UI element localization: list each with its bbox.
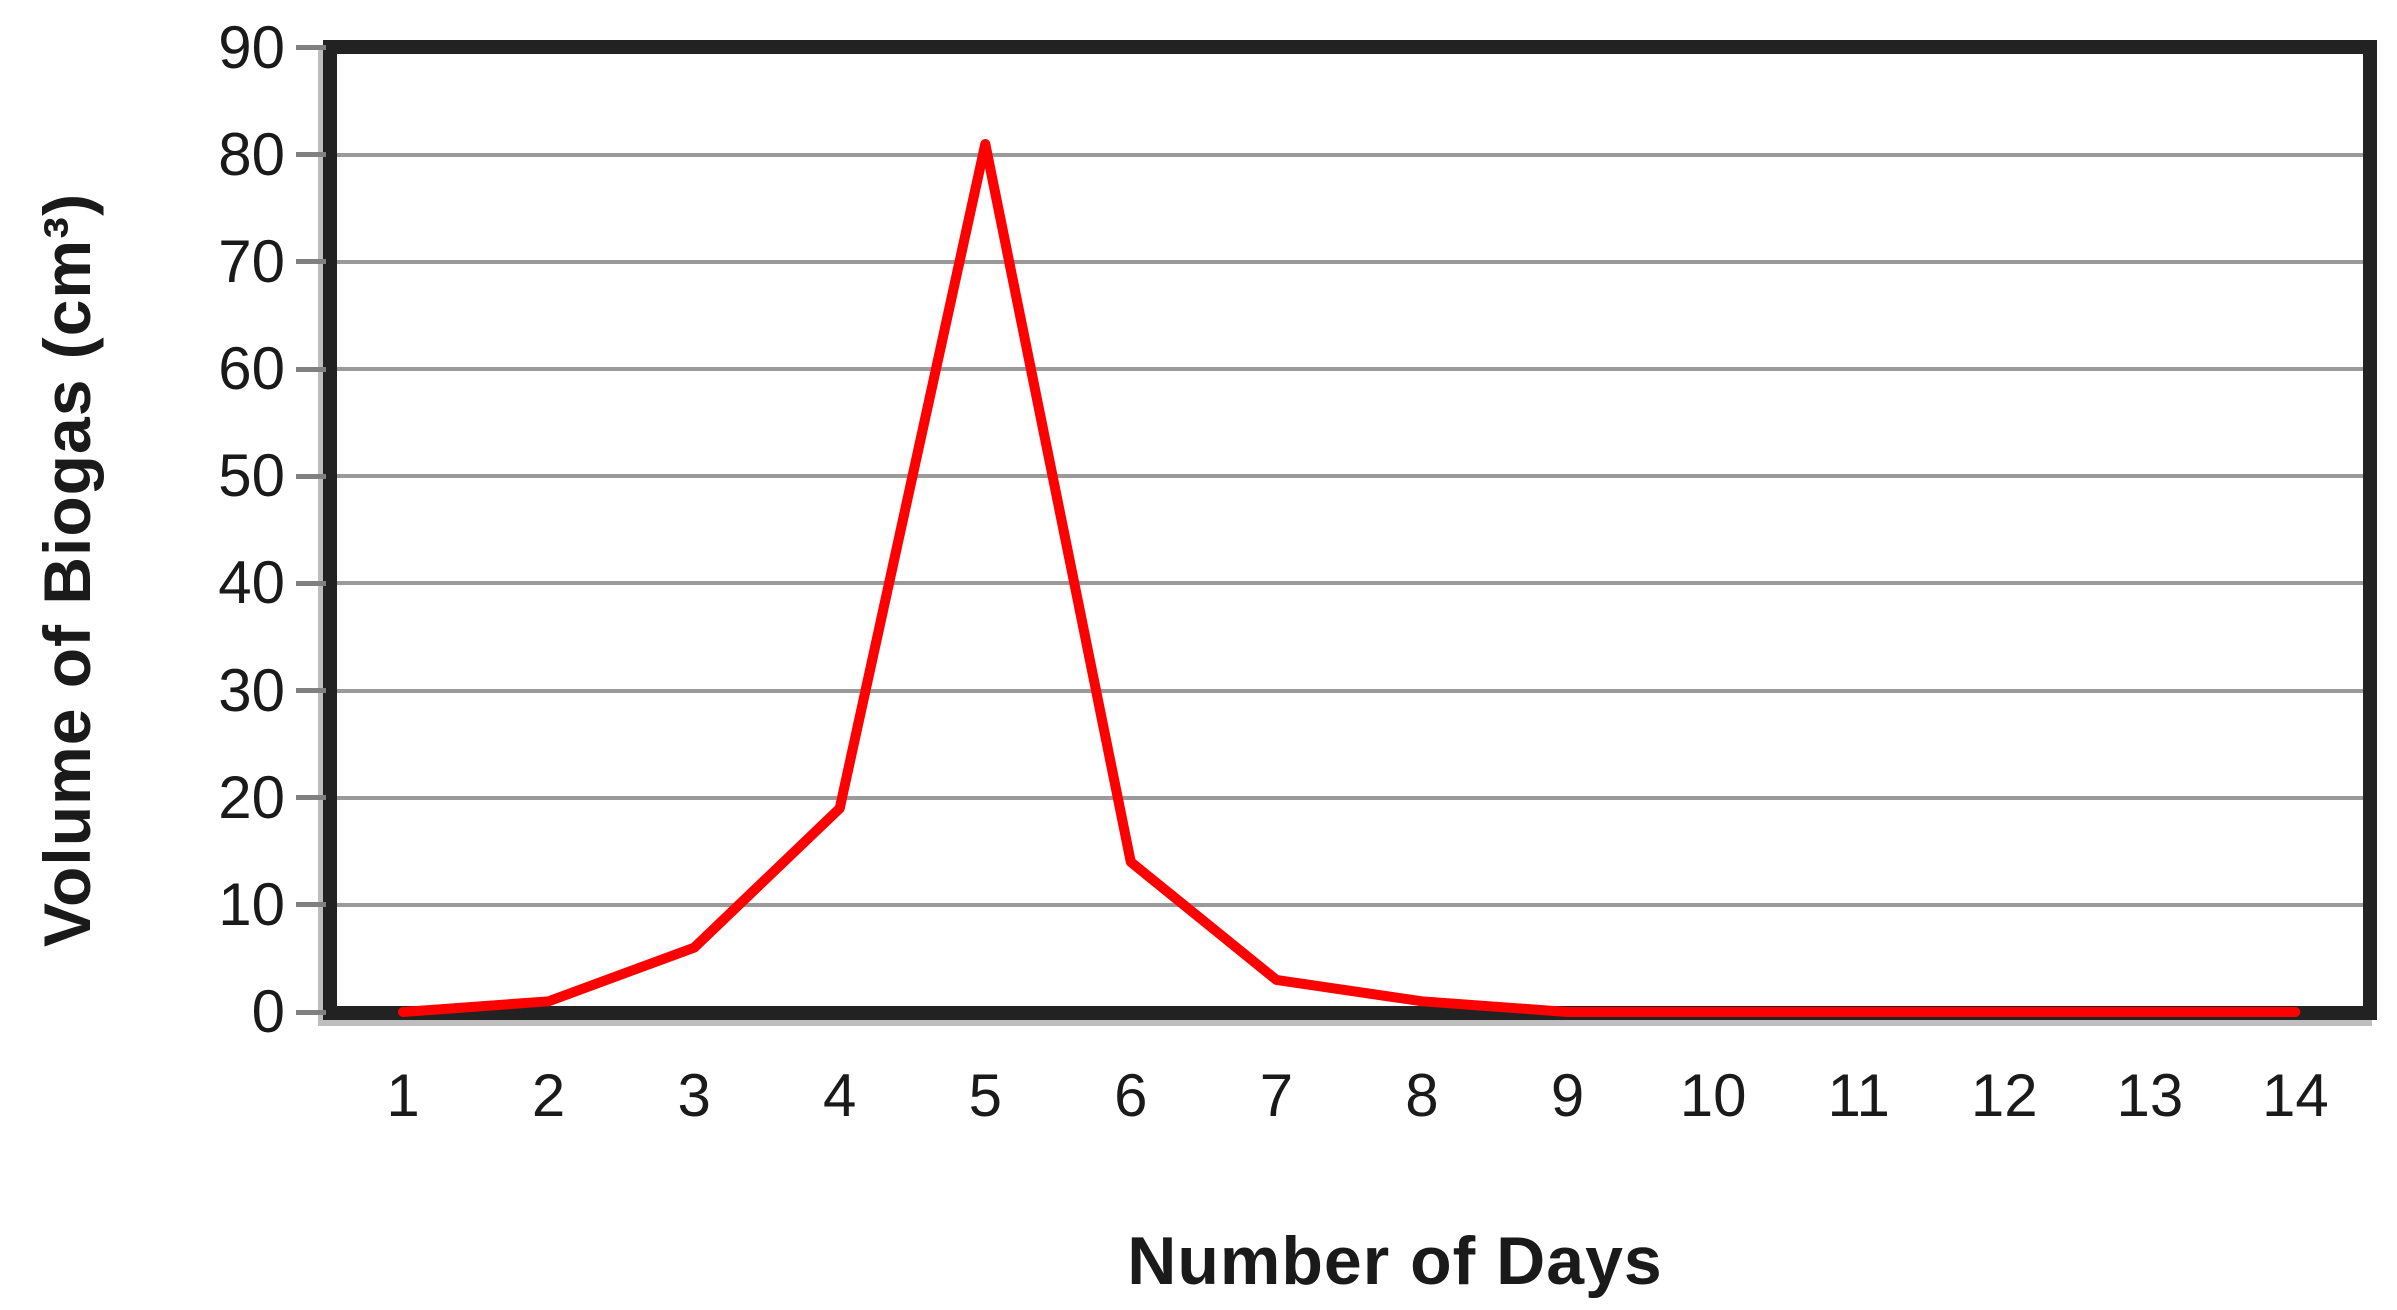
y-axis-tick-label-80: 80 <box>218 120 285 188</box>
y-axis-tick-20 <box>296 795 326 801</box>
x-axis-tick-label-6: 6 <box>1114 1062 1148 1129</box>
x-axis-tick-label-2: 2 <box>531 1062 566 1129</box>
gridline-y-80 <box>337 152 2363 157</box>
gridline-y-10 <box>337 902 2363 907</box>
y-axis-tick-0 <box>296 1009 326 1015</box>
y-axis-tick-60 <box>296 366 326 372</box>
x-axis-tick-label-9: 9 <box>1550 1062 1585 1129</box>
y-axis-tick-30 <box>296 688 326 694</box>
y-axis-tick-label-90: 90 <box>218 13 285 81</box>
series-line-biogas <box>398 139 2301 1017</box>
y-axis-tick-80 <box>296 152 326 158</box>
x-axis-title: Number of Days <box>1127 1223 1663 1299</box>
y-axis-tick-label-70: 70 <box>218 227 285 295</box>
gridline-y-50 <box>337 474 2363 479</box>
x-axis-tick-label-7: 7 <box>1259 1062 1294 1129</box>
gridline-y-60 <box>337 367 2363 372</box>
y-axis-tick-50 <box>296 473 326 479</box>
x-axis-tick-label-10: 10 <box>1679 1062 1747 1129</box>
x-axis-tick-label-12: 12 <box>1970 1062 2038 1129</box>
y-axis-tick-label-10: 10 <box>218 870 285 938</box>
x-axis-tick-label-14: 14 <box>2262 1062 2329 1129</box>
y-axis-tick-70 <box>296 259 326 265</box>
gridline-y-20 <box>337 795 2363 800</box>
plot-area <box>323 40 2377 1020</box>
y-axis-tick-90 <box>296 45 326 51</box>
y-axis-tick-label-50: 50 <box>218 442 285 510</box>
y-axis-title: Volume of Biogas (cm³) <box>30 192 104 948</box>
x-axis-tick-label-8: 8 <box>1405 1062 1439 1129</box>
gridline-y-40 <box>337 581 2363 586</box>
y-axis-tick-label-20: 20 <box>218 763 285 831</box>
gridline-y-70 <box>337 259 2363 264</box>
y-axis-tick-label-30: 30 <box>218 656 285 724</box>
x-axis-tick-label-4: 4 <box>823 1062 857 1129</box>
gridline-y-30 <box>337 688 2363 693</box>
y-axis-tick-label-0: 0 <box>251 978 285 1045</box>
x-axis-tick-label-1: 1 <box>386 1062 420 1129</box>
y-axis-tick-label-40: 40 <box>218 549 285 617</box>
x-axis-tick-label-3: 3 <box>677 1062 711 1129</box>
series-polyline-volume-of-biogas <box>398 139 2301 1017</box>
x-axis-tick-label-11: 11 <box>1827 1062 1890 1129</box>
y-axis-tick-40 <box>296 580 326 586</box>
y-axis-tick-label-60: 60 <box>218 335 285 403</box>
y-axis-tick-10 <box>296 902 326 908</box>
x-axis-tick-label-5: 5 <box>968 1062 1002 1129</box>
x-axis-tick-label-13: 13 <box>2116 1062 2184 1129</box>
